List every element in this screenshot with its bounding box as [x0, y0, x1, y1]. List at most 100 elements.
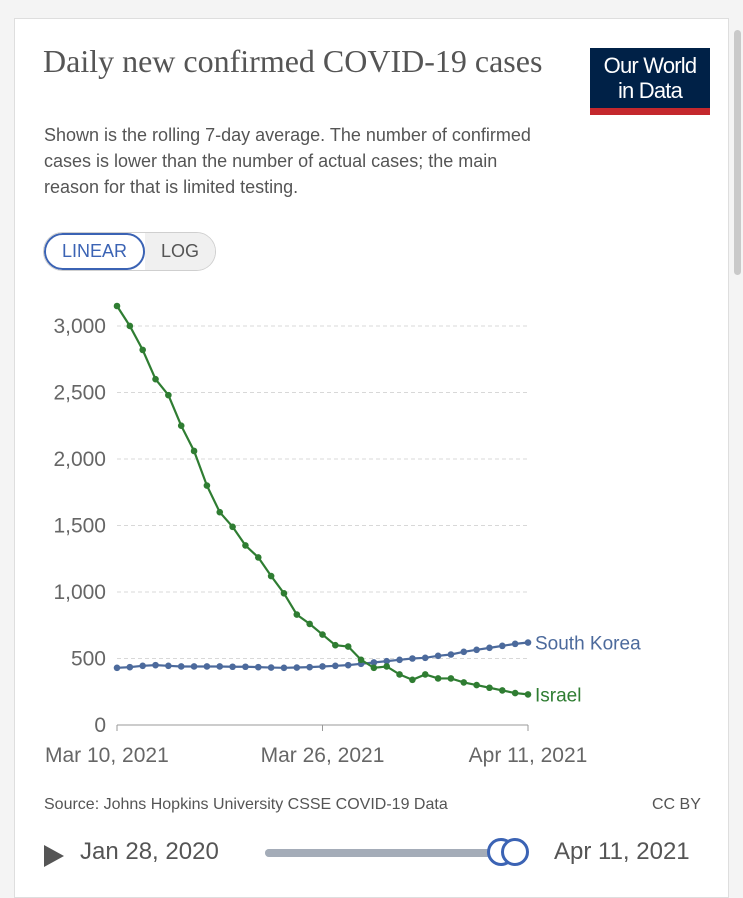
scrollbar-thumb[interactable]	[734, 30, 741, 275]
data-point	[344, 661, 352, 669]
y-tick-label: 0	[94, 714, 106, 737]
data-point	[242, 542, 249, 549]
data-point	[203, 663, 211, 670]
data-point	[524, 639, 532, 646]
data-point	[357, 656, 365, 664]
data-point	[280, 664, 288, 672]
data-point	[280, 590, 288, 597]
data-point	[524, 691, 532, 698]
data-point	[447, 651, 455, 658]
data-point	[473, 681, 480, 689]
data-point	[370, 659, 378, 666]
data-point	[460, 679, 468, 686]
y-tick-label: 2,500	[53, 381, 106, 404]
data-point	[177, 422, 185, 430]
line-chart: 0 500 1,000 1,500 2,000 2,500 3,000 Mar 10, 20…	[45, 302, 641, 767]
data-point	[165, 391, 172, 399]
data-point	[473, 646, 480, 654]
data-point	[486, 684, 493, 692]
x-axis: Mar 10, 2021 Mar 26, 2021 Apr 11, 2021	[45, 724, 588, 767]
timeline[interactable]: Jan 28, 2020 Apr 11, 2021	[40, 836, 720, 872]
linear-scale-button[interactable]: LINEAR	[44, 233, 146, 270]
timeline-start-date: Jan 28, 2020	[80, 838, 219, 865]
scale-toggle[interactable]: LINEAR LOG	[43, 232, 217, 271]
timeline-end-handle[interactable]	[501, 838, 529, 866]
data-point	[293, 611, 301, 618]
timeline-end-date: Apr 11, 2021	[554, 838, 690, 865]
y-axis-ticks: 0 500 1,000 1,500 2,000 2,500 3,000	[53, 315, 106, 737]
play-icon[interactable]	[44, 845, 64, 867]
data-point	[421, 654, 429, 662]
data-point	[190, 663, 198, 670]
data-point	[152, 375, 159, 383]
data-point	[165, 662, 172, 670]
data-point	[447, 675, 455, 682]
data-point	[229, 663, 236, 671]
data-point	[409, 676, 416, 684]
source-note[interactable]: Source: Johns Hopkins University CSSE CO…	[44, 796, 448, 813]
data-point	[216, 508, 224, 516]
data-point	[216, 663, 224, 670]
x-tick-label: Mar 26, 2021	[261, 744, 385, 767]
data-point	[306, 620, 313, 628]
data-point	[434, 652, 442, 660]
series-label: South Korea	[535, 634, 641, 655]
data-point	[229, 523, 236, 531]
data-point	[267, 572, 275, 580]
data-point	[126, 663, 134, 671]
data-point	[434, 675, 442, 682]
data-point	[499, 687, 506, 694]
y-tick-label: 3,000	[53, 315, 106, 338]
data-point	[319, 631, 326, 638]
data-point	[460, 648, 468, 656]
chart-card	[14, 18, 729, 898]
data-point	[332, 641, 339, 649]
data-point	[486, 644, 493, 652]
data-point	[126, 322, 134, 330]
data-point	[383, 657, 391, 665]
data-point	[242, 663, 249, 671]
data-point	[113, 302, 121, 310]
data-point	[254, 663, 262, 671]
data-point	[113, 664, 121, 672]
data-point	[267, 664, 275, 671]
gridlines	[117, 325, 528, 659]
data-point	[383, 663, 391, 670]
data-point	[306, 663, 313, 671]
log-scale-button[interactable]: LOG	[145, 233, 216, 270]
data-point	[396, 671, 403, 678]
timeline-slider[interactable]	[265, 849, 505, 857]
data-point	[332, 662, 339, 670]
license-label[interactable]: CC BY	[652, 796, 701, 813]
chart-title: Daily new confirmed COVID-19 cases	[43, 43, 543, 79]
y-tick-label: 1,000	[53, 581, 106, 604]
timeline-slider-fill	[265, 849, 505, 857]
data-point	[409, 655, 416, 662]
x-tick-label: Apr 11, 2021	[469, 744, 588, 767]
data-point	[319, 663, 326, 670]
data-point	[511, 640, 519, 648]
data-point	[139, 346, 146, 354]
logo-bar	[590, 108, 710, 115]
scrollbar-track[interactable]	[733, 0, 743, 882]
logo-line-1: Our World	[603, 53, 697, 78]
chart-series: South Korea Israel	[113, 302, 641, 706]
data-point	[152, 661, 159, 669]
data-point	[139, 662, 146, 670]
data-point	[254, 554, 262, 561]
owid-logo[interactable]: Our World in Data	[590, 48, 710, 115]
data-point	[499, 642, 506, 650]
y-tick-label: 500	[71, 647, 106, 670]
data-point	[190, 447, 198, 455]
data-point	[421, 671, 429, 678]
series-label: Israel	[535, 685, 581, 706]
x-tick-label: Mar 10, 2021	[45, 744, 169, 767]
data-point	[344, 643, 352, 650]
data-point	[396, 656, 403, 664]
chart-subtitle: Shown is the rolling 7-day average. The …	[44, 125, 531, 197]
data-point	[203, 482, 211, 489]
y-tick-label: 2,000	[53, 448, 106, 471]
data-point	[511, 689, 519, 697]
data-point	[370, 664, 378, 672]
data-point	[293, 664, 301, 671]
